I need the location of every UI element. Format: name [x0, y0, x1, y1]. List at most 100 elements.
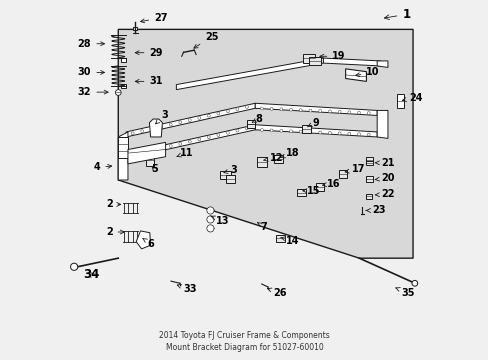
Bar [121, 58, 126, 62]
Text: 2: 2 [105, 227, 124, 237]
Circle shape [338, 132, 340, 135]
Polygon shape [126, 103, 255, 137]
Text: 27: 27 [140, 13, 167, 23]
Text: 28: 28 [78, 39, 104, 49]
Text: 21: 21 [374, 158, 393, 168]
Circle shape [289, 130, 292, 133]
Circle shape [270, 108, 272, 110]
Text: 9: 9 [307, 118, 319, 128]
Circle shape [308, 109, 311, 112]
Polygon shape [255, 125, 376, 137]
Circle shape [279, 129, 282, 132]
Polygon shape [126, 125, 255, 158]
Circle shape [206, 216, 214, 223]
Circle shape [169, 145, 172, 148]
Circle shape [366, 133, 369, 136]
Text: 31: 31 [135, 76, 163, 86]
Bar [309, 57, 320, 65]
Circle shape [141, 130, 143, 132]
Circle shape [279, 108, 282, 111]
Circle shape [260, 107, 263, 110]
Bar [257, 157, 267, 167]
Text: 11: 11 [177, 148, 193, 158]
Polygon shape [118, 132, 128, 180]
Polygon shape [128, 142, 165, 164]
Text: 17: 17 [345, 164, 365, 174]
Circle shape [150, 127, 153, 130]
Circle shape [169, 123, 172, 126]
Circle shape [338, 111, 340, 113]
Circle shape [70, 263, 78, 270]
Bar [296, 189, 305, 197]
Text: 20: 20 [374, 173, 393, 183]
Circle shape [198, 117, 201, 119]
Text: 35: 35 [395, 288, 414, 298]
Polygon shape [255, 103, 376, 116]
Circle shape [150, 149, 153, 152]
Circle shape [206, 225, 214, 232]
Circle shape [207, 136, 210, 139]
Circle shape [207, 114, 210, 117]
Circle shape [160, 125, 163, 128]
Circle shape [131, 132, 134, 135]
Text: 25: 25 [193, 32, 218, 48]
Text: 15: 15 [302, 186, 320, 196]
Text: 13: 13 [210, 216, 229, 226]
Circle shape [270, 129, 272, 132]
Bar [246, 121, 254, 128]
Text: 24: 24 [402, 93, 422, 103]
Polygon shape [345, 69, 366, 81]
Bar [121, 84, 126, 88]
Polygon shape [376, 111, 387, 138]
Circle shape [328, 110, 331, 113]
Circle shape [131, 153, 134, 156]
Polygon shape [323, 58, 380, 66]
Circle shape [236, 108, 238, 111]
Bar [366, 157, 372, 163]
Bar [366, 161, 372, 165]
Text: 30: 30 [78, 67, 104, 77]
Circle shape [188, 140, 191, 143]
Text: 29: 29 [135, 48, 163, 58]
Bar [225, 175, 234, 183]
Bar [133, 27, 137, 30]
Bar [366, 176, 372, 182]
Text: 34: 34 [83, 268, 99, 281]
Circle shape [357, 111, 360, 114]
Circle shape [245, 105, 248, 108]
Bar [366, 194, 371, 199]
Text: 10: 10 [355, 67, 379, 77]
Circle shape [411, 280, 417, 286]
Polygon shape [376, 61, 387, 67]
Circle shape [318, 109, 321, 112]
Circle shape [347, 111, 350, 114]
Text: 19: 19 [319, 51, 345, 61]
Polygon shape [118, 137, 128, 158]
Polygon shape [118, 30, 412, 258]
Circle shape [236, 129, 238, 132]
Circle shape [141, 151, 143, 154]
Bar [274, 155, 283, 163]
Circle shape [226, 131, 229, 134]
Circle shape [179, 121, 182, 124]
Text: 6: 6 [142, 238, 154, 249]
Circle shape [347, 132, 350, 135]
Circle shape [245, 127, 248, 130]
Text: 5: 5 [151, 164, 158, 174]
Bar [396, 94, 404, 108]
Circle shape [206, 207, 214, 214]
Bar [146, 155, 154, 166]
Text: 14: 14 [280, 236, 299, 246]
Text: 33: 33 [177, 284, 197, 294]
Circle shape [188, 119, 191, 122]
Text: 7: 7 [257, 222, 267, 231]
Text: 32: 32 [78, 87, 108, 97]
Text: 16: 16 [322, 179, 340, 189]
Circle shape [308, 131, 311, 134]
Bar [339, 170, 346, 178]
Text: 3: 3 [224, 165, 236, 175]
Text: 18: 18 [280, 148, 299, 158]
Bar [301, 125, 310, 133]
Circle shape [226, 110, 229, 113]
Circle shape [198, 138, 201, 141]
